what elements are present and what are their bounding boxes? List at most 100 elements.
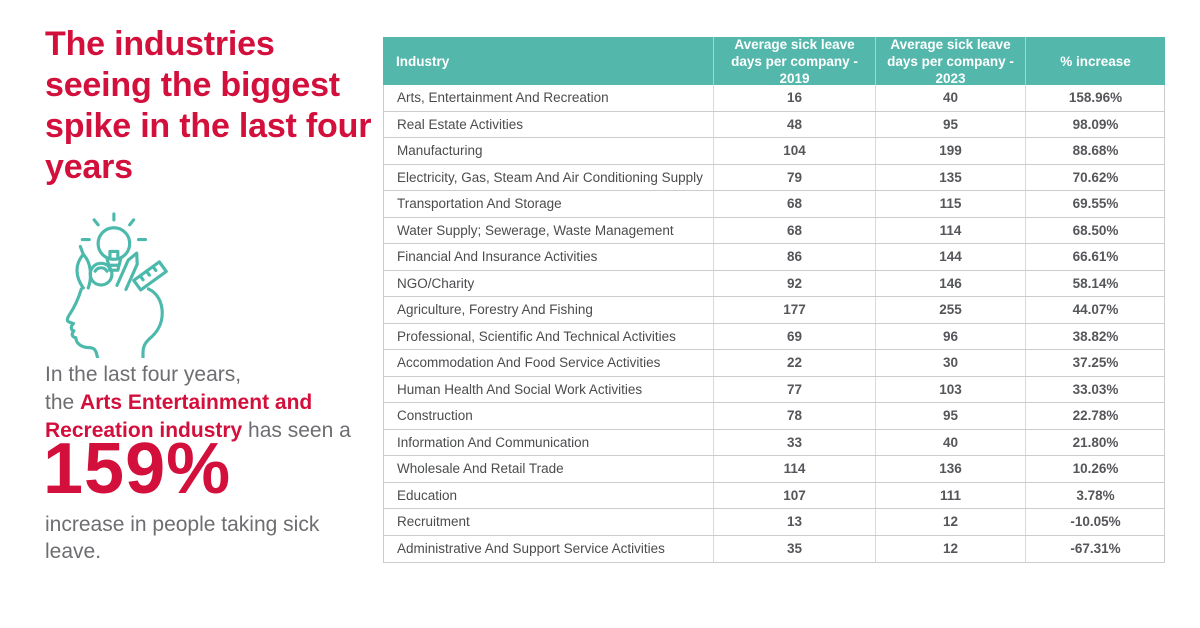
cell-2023: 103 xyxy=(875,376,1025,402)
cell-2023: 199 xyxy=(875,138,1025,164)
cell-2019: 16 xyxy=(713,85,875,111)
cell-2019: 68 xyxy=(713,217,875,243)
cell-industry: Agriculture, Forestry And Fishing xyxy=(397,302,593,318)
table-row: Administrative And Support Service Activ… xyxy=(384,535,1165,562)
header-industry: Industry xyxy=(396,53,450,69)
cell-2023: 95 xyxy=(875,403,1025,429)
intro-prefix: the xyxy=(45,390,81,414)
table-row: Human Health And Social Work Activities 7… xyxy=(384,376,1165,403)
table-row: Professional, Scientific And Technical A… xyxy=(384,323,1165,350)
table-row: Water Supply; Sewerage, Waste Management… xyxy=(384,217,1165,244)
cell-2023: 40 xyxy=(875,85,1025,111)
table-row: Transportation And Storage 68 115 69.55% xyxy=(384,191,1164,218)
cell-increase: 3.78% xyxy=(1025,482,1165,508)
cell-2023: 135 xyxy=(875,164,1025,190)
header-increase: % increase xyxy=(1025,37,1165,88)
cell-industry: Arts, Entertainment And Recreation xyxy=(397,90,609,106)
intro-suffix: has seen a xyxy=(242,418,351,442)
table-row: Education 107 111 3.78% xyxy=(384,482,1165,509)
cell-industry: Electricity, Gas, Steam And Air Conditio… xyxy=(397,169,703,185)
creative-mind-icon xyxy=(30,210,182,360)
cell-increase: 98.09% xyxy=(1025,111,1165,137)
cell-2023: 12 xyxy=(875,509,1025,535)
table-row: Agriculture, Forestry And Fishing 177 255 4… xyxy=(384,297,1164,324)
cell-industry: Accommodation And Food Service Activitie… xyxy=(397,355,661,371)
cell-increase: 158.96% xyxy=(1025,85,1165,111)
cell-2023: 40 xyxy=(875,429,1025,455)
table-row: Arts, Entertainment And Recreation 16 40 15… xyxy=(384,85,1164,112)
table-body: Arts, Entertainment And Recreation 16 40 15… xyxy=(383,85,1165,563)
cell-increase: 37.25% xyxy=(1025,350,1165,376)
intro-line1: In the last four years, xyxy=(45,363,242,386)
cell-increase: 58.14% xyxy=(1025,270,1165,296)
table-row: Electricity, Gas, Steam And Air Conditio… xyxy=(384,164,1165,191)
cell-increase: 88.68% xyxy=(1025,138,1165,164)
cell-2019: 86 xyxy=(713,244,875,270)
cell-2023: 12 xyxy=(875,535,1025,562)
cell-increase: 68.50% xyxy=(1025,217,1165,243)
cell-increase: 33.03% xyxy=(1025,376,1165,402)
table-row: Manufacturing 104 199 88.68% xyxy=(384,138,1164,165)
intro-highlight: Arts Entertainment and Recreation indust… xyxy=(45,390,313,442)
cell-2019: 107 xyxy=(713,482,875,508)
table-header-row: Industry Average sick leave days per com… xyxy=(383,37,1165,88)
cell-2023: 95 xyxy=(875,111,1025,137)
cell-2023: 115 xyxy=(875,191,1025,217)
table-row: Real Estate Activities 48 95 98.09% xyxy=(384,111,1165,138)
cell-increase: -10.05% xyxy=(1025,509,1165,535)
cell-industry: Administrative And Support Service Activ… xyxy=(397,541,665,557)
cell-industry: Financial And Insurance Activities xyxy=(397,249,598,265)
cell-industry: Wholesale And Retail Trade xyxy=(397,461,564,477)
cell-increase: 10.26% xyxy=(1025,456,1165,482)
cell-industry: Real Estate Activities xyxy=(397,116,524,132)
cell-2019: 69 xyxy=(713,323,875,349)
cell-industry: Transportation And Storage xyxy=(397,196,562,212)
cell-2019: 77 xyxy=(713,376,875,402)
cell-increase: 38.82% xyxy=(1025,323,1165,349)
cell-increase: 22.78% xyxy=(1025,403,1165,429)
header-2019: Average sick leave days per company - 20… xyxy=(713,37,875,88)
cell-2019: 35 xyxy=(713,535,875,562)
cell-2023: 96 xyxy=(875,323,1025,349)
cell-increase: 66.61% xyxy=(1025,244,1165,270)
header-2023: Average sick leave days per company - 20… xyxy=(875,37,1025,88)
intro-text: In the last four years, the Arts Enterta… xyxy=(45,361,377,445)
stat-value: 159% xyxy=(43,429,232,509)
cell-industry: Human Health And Social Work Activities xyxy=(397,381,643,397)
cell-industry: Manufacturing xyxy=(397,143,483,159)
cell-industry: NGO/Charity xyxy=(397,275,475,291)
cell-2019: 13 xyxy=(713,509,875,535)
table-row: Accommodation And Food Service Activitie… xyxy=(384,350,1164,377)
cell-2023: 30 xyxy=(875,350,1025,376)
stat-caption: increase in people taking sick leave. xyxy=(45,513,320,564)
table-row: Recruitment 13 12 -10.05% xyxy=(384,509,1164,536)
cell-2019: 92 xyxy=(713,270,875,296)
industries-table: Industry Average sick leave days per com… xyxy=(383,37,1165,563)
cell-2019: 104 xyxy=(713,138,875,164)
cell-industry: Professional, Scientific And Technical A… xyxy=(397,328,676,344)
cell-industry: Education xyxy=(397,487,458,503)
cell-2023: 136 xyxy=(875,456,1025,482)
table-row: Financial And Insurance Activities 86 144 6… xyxy=(384,244,1164,271)
table-row: Construction 78 95 22.78% xyxy=(384,403,1164,430)
cell-2023: 111 xyxy=(875,482,1025,508)
cell-increase: -67.31% xyxy=(1025,535,1165,562)
table-row: Wholesale And Retail Trade 114 136 10.26% xyxy=(384,456,1164,483)
cell-2019: 68 xyxy=(713,191,875,217)
cell-2019: 79 xyxy=(713,164,875,190)
cell-industry: Recruitment xyxy=(397,514,470,530)
page-title: The industries seeing the biggest spike … xyxy=(45,25,372,187)
cell-2023: 255 xyxy=(875,297,1025,323)
cell-increase: 44.07% xyxy=(1025,297,1165,323)
cell-increase: 70.62% xyxy=(1025,164,1165,190)
table-row: NGO/Charity 92 146 58.14% xyxy=(384,270,1165,297)
cell-2023: 114 xyxy=(875,217,1025,243)
cell-industry: Information And Communication xyxy=(397,434,590,450)
cell-industry: Water Supply; Sewerage, Waste Management xyxy=(397,222,674,238)
cell-2019: 48 xyxy=(713,111,875,137)
table-row: Information And Communication 33 40 21.80% xyxy=(384,429,1164,456)
cell-2019: 114 xyxy=(713,456,875,482)
cell-industry: Construction xyxy=(397,408,473,424)
cell-2019: 78 xyxy=(713,403,875,429)
